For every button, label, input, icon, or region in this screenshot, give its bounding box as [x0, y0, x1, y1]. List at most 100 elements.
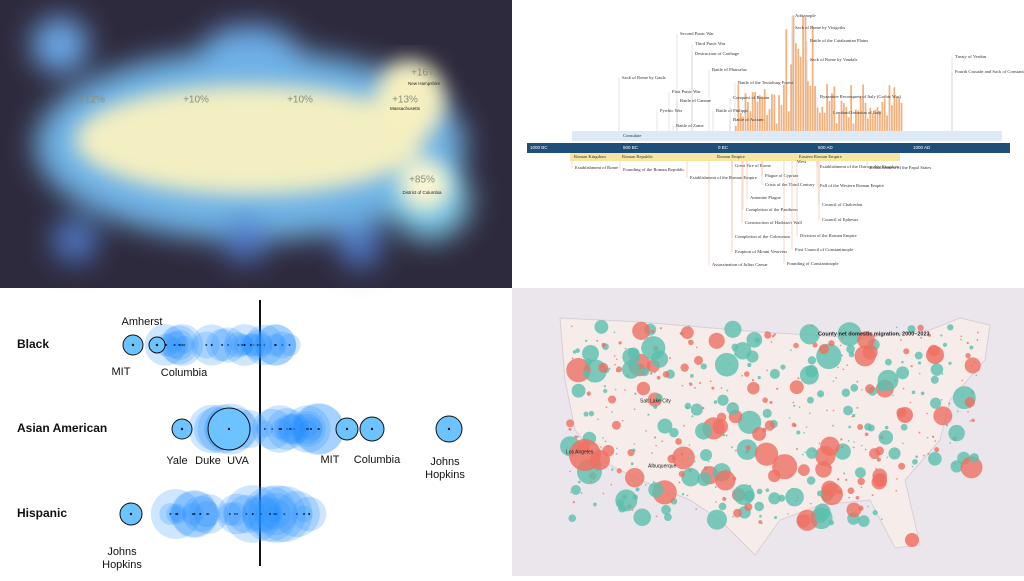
- county-bubble: [832, 482, 834, 485]
- event-bar: [850, 85, 852, 131]
- dot: [181, 344, 184, 346]
- county-bubble: [855, 496, 860, 500]
- county-bubble: [806, 396, 814, 404]
- county-bubble: [622, 347, 641, 366]
- county-bubble: [745, 445, 751, 451]
- county-bubble: [787, 513, 789, 515]
- county-bubble: [611, 420, 621, 430]
- county-bubble: [618, 341, 622, 345]
- county-bubble: [678, 470, 685, 478]
- county-bubble: [788, 417, 791, 419]
- event-bar: [833, 86, 836, 131]
- county-bubble: [940, 334, 943, 337]
- county-bubble: [918, 372, 921, 375]
- dot: [274, 513, 277, 515]
- county-bubble: [583, 437, 585, 439]
- county-bubble: [635, 487, 640, 492]
- event-label: Pyrrhic War: [660, 108, 683, 113]
- heat-core: [75, 60, 450, 210]
- county-bubble: [859, 508, 861, 511]
- county-bubble: [773, 333, 776, 336]
- county-bubble: [960, 335, 963, 338]
- county-bubble: [655, 393, 663, 402]
- county-bubble: [856, 406, 859, 409]
- growth-label: +85%: [409, 175, 435, 186]
- event-bar: [843, 103, 845, 131]
- county-bubble: [631, 509, 634, 511]
- county-bubble: [616, 447, 618, 450]
- county-bubble: [930, 363, 944, 376]
- county-bubble: [672, 446, 695, 470]
- event-label: Battle of the Teutoburg Forest: [738, 80, 794, 85]
- band-label: Consulate: [623, 133, 641, 138]
- county-bubble: [695, 508, 697, 510]
- county-bubble: [920, 336, 923, 339]
- dot: [251, 513, 254, 515]
- dot: [263, 428, 266, 430]
- event-label: Construction of Hadrian's Wall: [745, 220, 803, 225]
- timeline: 1000 BC 500 BC 0 BC 500 AD 1000 AD Roman King…: [527, 13, 1024, 267]
- event-label: Establishment of the Papal States: [870, 165, 931, 170]
- county-bubble: [688, 325, 690, 327]
- county-bubble: [657, 418, 673, 434]
- event-label: Conquest of Britain: [733, 95, 770, 100]
- event-label: Third Punic War: [695, 41, 726, 46]
- county-bubble: [808, 412, 811, 415]
- county-bubble: [607, 395, 617, 404]
- county-bubble: [864, 448, 867, 451]
- county-bubble: [590, 450, 610, 470]
- dot: [272, 513, 275, 515]
- event-label: Fourth Crusade and Sack of Constantinopl…: [955, 69, 1024, 74]
- axis-label: 500 BC: [623, 145, 639, 150]
- county-bubble: [762, 397, 768, 403]
- county-bubble: [603, 385, 607, 388]
- county-bubble: [706, 509, 728, 530]
- event-bar: [814, 86, 816, 131]
- county-bubble: [907, 325, 916, 334]
- event-label: Plague of Cyprian: [765, 173, 799, 178]
- county-bubble: [841, 337, 844, 340]
- county-bubble: [700, 363, 707, 370]
- county-bubble: [941, 373, 944, 375]
- county-bubble: [586, 391, 591, 396]
- county-bubble: [569, 470, 571, 473]
- county-bubble: [639, 366, 650, 377]
- county-bubble: [857, 424, 864, 430]
- county-bubble: [857, 331, 875, 349]
- county-bubble: [685, 406, 689, 410]
- county-bubble: [621, 360, 641, 379]
- county-bubble: [653, 436, 657, 439]
- county-bubble: [711, 386, 715, 390]
- county-bubble: [680, 363, 689, 372]
- county-bubble: [948, 424, 965, 442]
- county-bubble: [909, 401, 912, 404]
- band-label: West: [797, 159, 807, 164]
- county-bubble: [895, 326, 898, 329]
- band: [572, 131, 1002, 141]
- dot: [233, 513, 236, 515]
- event-bar: [871, 113, 874, 131]
- dot: [252, 344, 255, 346]
- county-bubble: [732, 515, 734, 518]
- event-bar: [823, 112, 826, 131]
- county-bubble: [717, 394, 729, 406]
- dot: [259, 344, 262, 346]
- county-bubble: [841, 445, 844, 449]
- dot: [176, 513, 179, 515]
- event-label: Battle of Actium: [733, 117, 764, 122]
- event-bar: [886, 115, 888, 131]
- county-bubble: [697, 472, 712, 487]
- event-bar: [780, 104, 783, 131]
- event-bar: [893, 87, 896, 131]
- event-bar: [835, 123, 838, 131]
- event-bar: [763, 89, 766, 131]
- county-bubble: [967, 410, 969, 413]
- county-bubble: [744, 502, 753, 511]
- place-label: Massachusetts: [390, 106, 421, 111]
- county-bubble: [903, 348, 910, 355]
- county-bubble: [976, 331, 979, 334]
- event-bar: [838, 113, 840, 131]
- event-label: Second Punic War: [680, 31, 714, 36]
- dot: [278, 428, 281, 430]
- event-label: Byzantine Reconquest of Italy (Gothic Wa…: [820, 94, 902, 99]
